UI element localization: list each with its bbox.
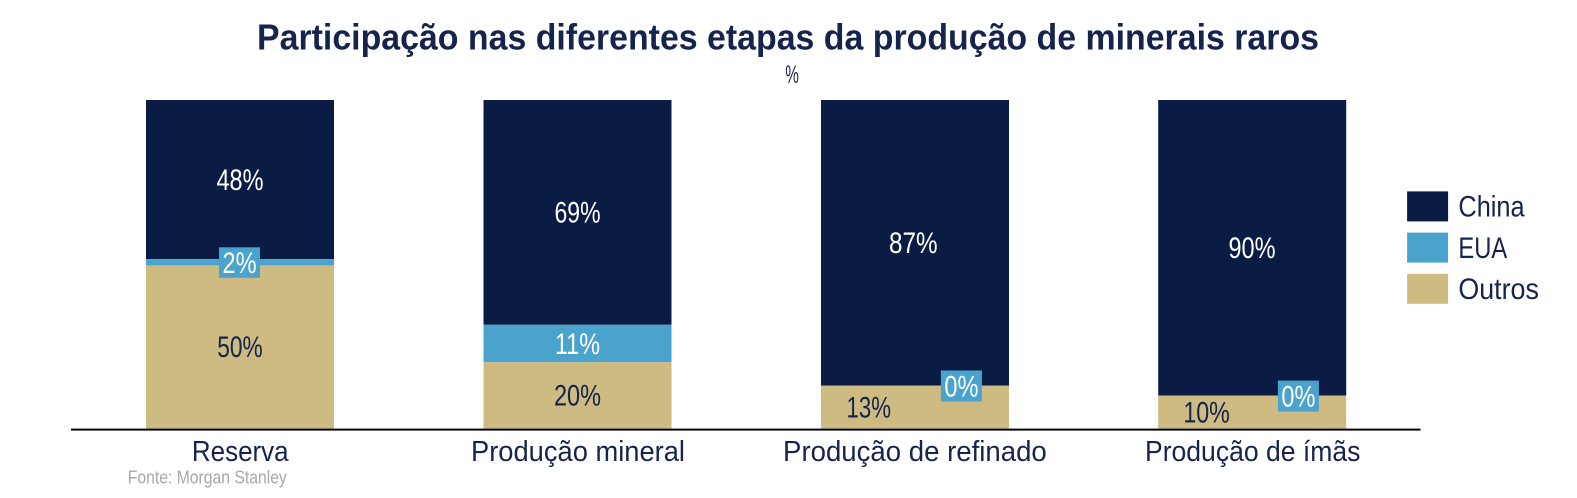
svg-text:China: China [1458,191,1524,224]
svg-text:0%: 0% [944,370,978,403]
svg-text:Produção mineral: Produção mineral [471,436,685,468]
svg-text:%: % [785,61,799,89]
svg-text:Produção de ímãs: Produção de ímãs [1145,436,1360,468]
svg-text:EUA: EUA [1458,232,1507,265]
svg-text:20%: 20% [554,380,601,413]
svg-text:Outros: Outros [1458,273,1539,306]
svg-text:2%: 2% [223,247,257,280]
svg-text:Participação nas diferentes et: Participação nas diferentes etapas da pr… [257,17,1319,58]
svg-text:0%: 0% [1281,380,1315,413]
svg-text:11%: 11% [555,328,600,361]
svg-text:Produção de refinado: Produção de refinado [783,436,1047,468]
svg-text:90%: 90% [1229,232,1276,265]
svg-text:87%: 87% [889,227,938,260]
svg-text:69%: 69% [555,197,601,230]
svg-text:50%: 50% [217,331,262,364]
svg-text:Fonte: Morgan Stanley: Fonte: Morgan Stanley [128,466,288,487]
svg-text:10%: 10% [1183,396,1230,429]
svg-text:13%: 13% [847,392,892,425]
svg-text:48%: 48% [217,164,264,197]
svg-text:Reserva: Reserva [192,436,289,468]
